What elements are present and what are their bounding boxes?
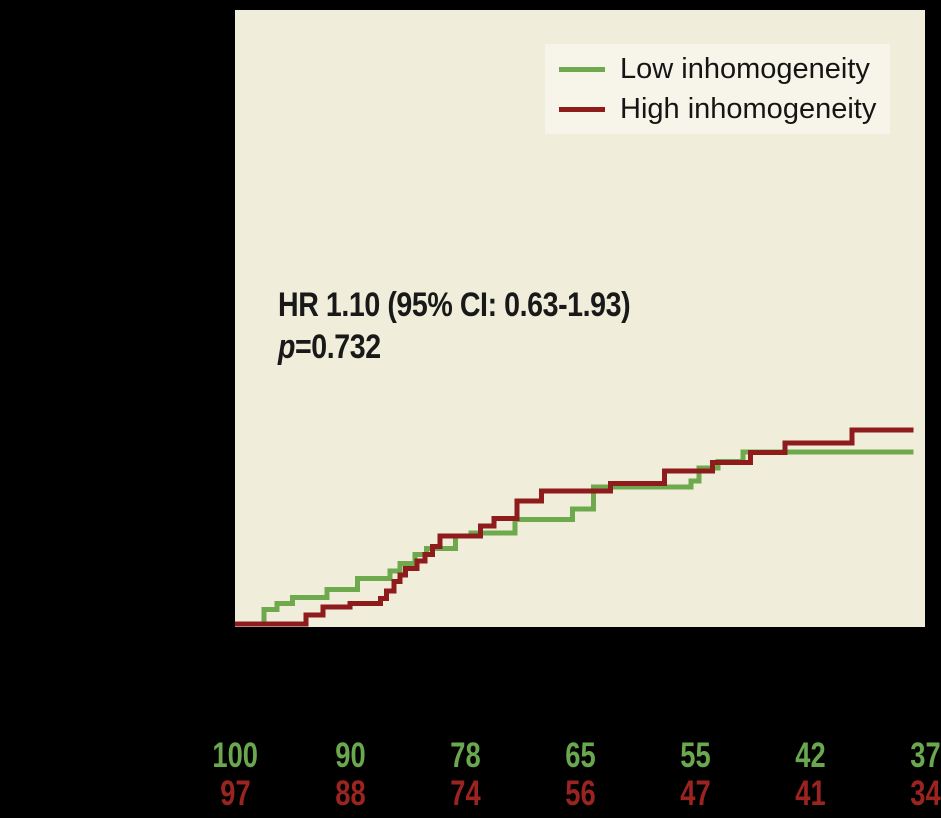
at-risk-low-value: 42 — [794, 736, 826, 775]
at-risk-high-value: 41 — [794, 774, 826, 813]
p-value: =0.732 — [295, 328, 381, 366]
at-risk-low-value: 100 — [212, 736, 258, 775]
curve-low-inhomogeneity — [235, 449, 914, 627]
at-risk-high-value: 74 — [449, 774, 481, 813]
legend: Low inhomogeneity High inhomogeneity — [545, 44, 890, 134]
legend-label-low: Low inhomogeneity — [620, 52, 870, 85]
p-value-line: p=0.732 — [278, 326, 697, 368]
at-risk-low-value: 37 — [909, 736, 941, 775]
hr-line: HR 1.10 (95% CI: 0.63-1.93) — [278, 286, 631, 324]
at-risk-high-value: 56 — [564, 774, 596, 813]
at-risk-low-value: 78 — [449, 736, 481, 775]
legend-item-high: High inhomogeneity — [545, 93, 890, 125]
at-risk-high-value: 97 — [219, 774, 251, 813]
legend-swatch-low-line — [559, 66, 605, 72]
at-risk-low-value: 65 — [564, 736, 596, 775]
legend-item-low: Low inhomogeneity — [545, 53, 890, 85]
at-risk-low-value: 55 — [679, 736, 711, 775]
legend-swatch-high-line — [559, 106, 605, 112]
p-symbol: p — [278, 328, 296, 366]
survival-curves-svg — [235, 427, 914, 627]
at-risk-low-value: 90 — [334, 736, 366, 775]
at-risk-high-value: 88 — [334, 774, 366, 813]
at-risk-high-value: 34 — [909, 774, 941, 813]
curve-high-inhomogeneity — [235, 427, 914, 627]
legend-label-high: High inhomogeneity — [620, 92, 877, 125]
hr-annotation: HR 1.10 (95% CI: 0.63-1.93) p=0.732 — [278, 284, 697, 368]
at-risk-high-value: 47 — [679, 774, 711, 813]
